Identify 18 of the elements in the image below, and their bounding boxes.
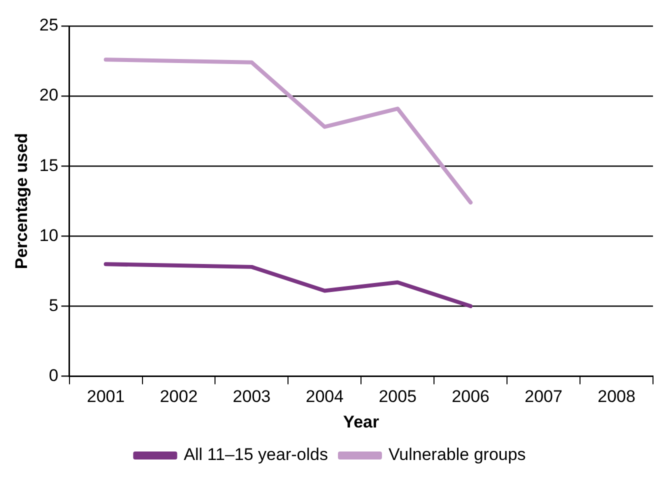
legend-label: All 11–15 year-olds <box>184 445 328 464</box>
x-tick-label: 2008 <box>598 387 636 406</box>
y-tick-label: 20 <box>39 86 58 105</box>
x-tick-label: 2003 <box>232 387 271 406</box>
x-tick-label: 2007 <box>524 387 562 406</box>
x-tick-label: 2004 <box>306 387 344 406</box>
x-tick-label: 2005 <box>378 387 417 406</box>
y-axis-title: Percentage used <box>12 133 31 270</box>
legend-label: Vulnerable groups <box>388 445 526 464</box>
y-tick-label: 0 <box>48 366 58 385</box>
y-tick-label: 15 <box>39 156 58 175</box>
y-tick-label: 10 <box>39 226 58 245</box>
y-tick-label: 25 <box>39 16 58 35</box>
x-tick-label: 2006 <box>452 387 490 406</box>
x-tick-label: 2002 <box>160 387 198 406</box>
x-axis-title: Year <box>343 412 380 432</box>
x-tick-label: 2001 <box>86 387 125 406</box>
y-tick-label: 5 <box>48 296 58 315</box>
